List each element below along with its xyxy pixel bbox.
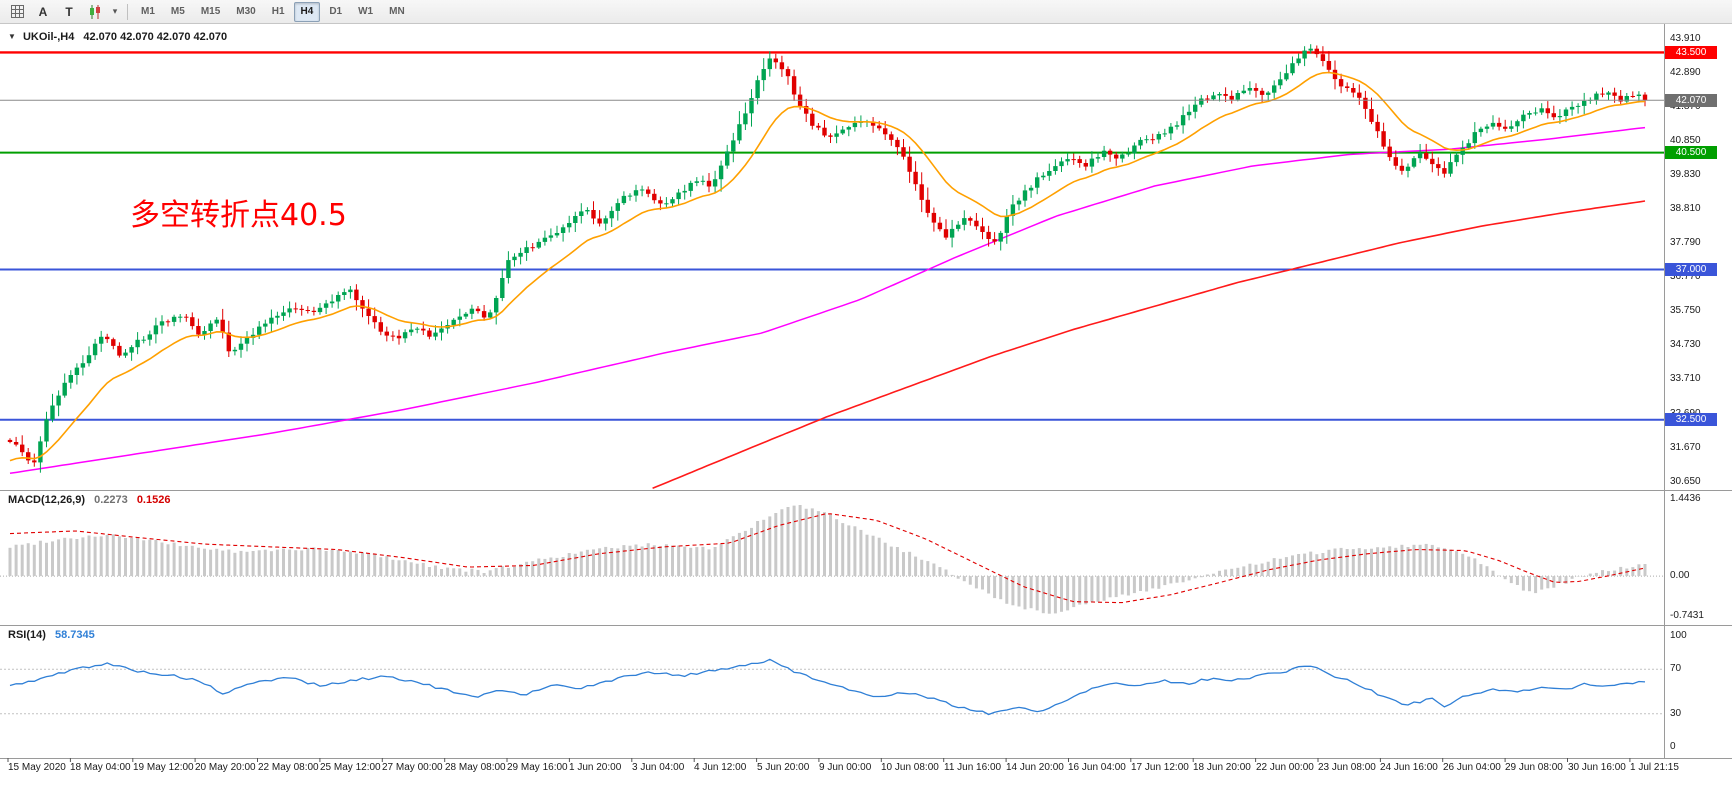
timeframe-button-M5[interactable]: M5 (170, 6, 185, 17)
text-label-tool-icon: A (38, 4, 48, 19)
rsi-value: 58.7345 (54, 629, 95, 641)
ma-slow-line (652, 200, 1646, 490)
timeframe-button-M30[interactable]: M30 (236, 6, 256, 17)
candlestick-chart-icon (88, 4, 102, 19)
timeframe-button-group: M1 M5 M15 M30 H1 H4 D1 W1 MN (133, 1, 413, 22)
candlestick-chart-button[interactable] (83, 1, 107, 23)
chart-annotation-text: 多空转折点40.5 (130, 198, 347, 233)
ma-mid-line (9, 126, 1646, 475)
chart-symbol-label: UKOil-,H4 (22, 31, 75, 43)
collapse-arrow-icon[interactable]: ▼ (8, 32, 16, 41)
timeframe-button-M1[interactable]: M1 (141, 6, 155, 17)
timeframe-button-W1[interactable]: W1 (358, 6, 374, 17)
toolbar-separator (127, 3, 128, 20)
macd-main-value: 0.2273 (94, 494, 128, 506)
grid-icon (10, 5, 24, 18)
toolbar: A T ▾ M1 M5 M15 M30 H1 H4 D1 W1 MN (0, 0, 1732, 24)
template-tool-button[interactable]: T (57, 1, 81, 23)
macd-name-label: MACD(12,26,9) (8, 494, 86, 506)
rsi-panel-label: RSI(14) 58.7345 (8, 629, 95, 641)
ma-fast-line (9, 71, 1646, 462)
macd-signal-line (9, 513, 1646, 604)
timeframe-button-H1[interactable]: H1 (271, 6, 285, 17)
rsi-name-label: RSI(14) (8, 629, 46, 641)
main-price-panel (0, 44, 1664, 490)
macd-panel (0, 505, 1664, 614)
rsi-panel (0, 658, 1664, 716)
rsi-line (9, 658, 1646, 716)
chevron-down-icon: ▾ (112, 6, 118, 16)
macd-panel-label: MACD(12,26,9) 0.2273 0.1526 (8, 494, 170, 506)
timeframe-button-H4[interactable]: H4 (293, 1, 321, 22)
chart-title[interactable]: ▼ UKOil-,H4 42.070 42.070 42.070 42.070 (8, 31, 227, 43)
template-tool-icon: T (65, 4, 73, 19)
timeframe-button-D1[interactable]: D1 (329, 6, 343, 17)
macd-signal-value: 0.1526 (136, 494, 171, 506)
timeframe-button-M15[interactable]: M15 (200, 6, 221, 17)
chart-ohlc-values: 42.070 42.070 42.070 42.070 (83, 31, 228, 43)
chart-type-dropdown-button[interactable]: ▾ (109, 1, 121, 23)
timeframe-button-MN[interactable]: MN (389, 6, 405, 17)
grid-icon-button[interactable] (5, 1, 29, 23)
text-label-tool-button[interactable]: A (31, 1, 55, 23)
